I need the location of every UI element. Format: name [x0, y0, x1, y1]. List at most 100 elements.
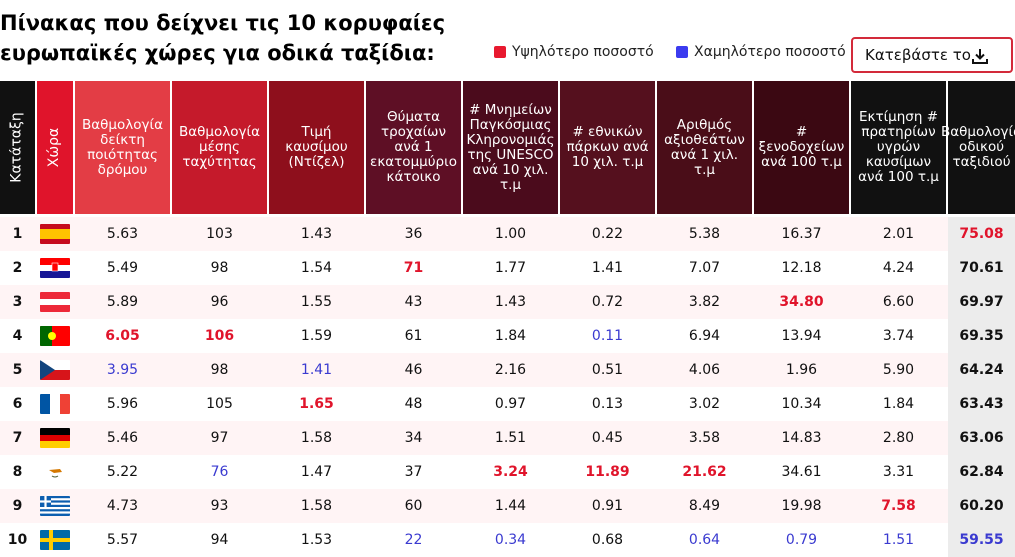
- value-cell: 1.41: [591, 260, 624, 276]
- rank-cell: 2: [12, 260, 23, 276]
- value-cell: 0.91: [591, 498, 624, 514]
- value-cell: 93: [210, 498, 229, 514]
- value-cell: 14.83: [781, 430, 822, 446]
- column-header-9: # ξενοδοχείων ανά 100 τ.μ: [754, 81, 849, 214]
- value-cell: 6.94: [688, 328, 721, 344]
- value-cell: 0.97: [494, 396, 527, 412]
- value-cell: 48: [404, 396, 423, 412]
- value-cell: 21.62: [682, 464, 727, 480]
- value-cell: 60: [404, 498, 423, 514]
- score-cell: 62.84: [948, 455, 1015, 489]
- rank-cell: 6: [12, 396, 23, 412]
- table-row: 1 5.63 103 1.43 36 1.00 0.22 5.38 16.37 2.01 75.08: [0, 217, 1015, 251]
- value-cell: 5.49: [106, 260, 139, 276]
- czech-flag: [40, 360, 70, 380]
- column-header-label: # ξενοδοχείων ανά 100 τ.μ: [758, 124, 845, 170]
- value-cell: 76: [210, 464, 229, 480]
- value-cell: 5.90: [882, 362, 915, 378]
- value-cell: 34.61: [781, 464, 822, 480]
- download-button[interactable]: Κατεβάστε το: [851, 37, 1013, 73]
- value-cell: 61: [404, 328, 423, 344]
- value-cell: 0.72: [591, 294, 624, 310]
- value-cell: 4.06: [688, 362, 721, 378]
- value-cell: 43: [404, 294, 423, 310]
- legend-high-swatch: [494, 46, 506, 58]
- column-header-5: Θύματα τροχαίων ανά 1 εκατομμύριο κάτοικ…: [366, 81, 461, 214]
- value-cell: 1.51: [882, 532, 915, 548]
- download-icon: [972, 49, 988, 64]
- country-cell: [37, 353, 73, 387]
- column-header-11: Βαθμολογία οδικού ταξιδιού: [941, 81, 1015, 214]
- country-cell: [37, 455, 73, 489]
- value-cell: 0.45: [591, 430, 624, 446]
- austria-flag: [40, 292, 70, 312]
- value-cell: 8.49: [688, 498, 721, 514]
- table-row: 3 5.89 96 1.55 43 1.43 0.72 3.82 34.80 6.60 69.97: [0, 285, 1015, 319]
- value-cell: 16.37: [781, 226, 822, 242]
- value-cell: 13.94: [781, 328, 822, 344]
- legend-low-label: Χαμηλότερο ποσοστό: [694, 44, 846, 60]
- value-cell: 1.59: [300, 328, 333, 344]
- column-header-label: Τιμή καυσίμου (Ντίζελ): [285, 124, 348, 170]
- country-cell: [37, 285, 73, 319]
- legend-high-label: Υψηλότερο ποσοστό: [512, 44, 654, 60]
- germany-flag: [40, 428, 70, 448]
- table-row: 8 5.22 76 1.47 37 3.24 11.89 21.62 34.61 3.31 62.8…: [0, 455, 1015, 489]
- rank-cell: 5: [12, 362, 23, 378]
- value-cell: 1.65: [299, 396, 334, 412]
- value-cell: 36: [404, 226, 423, 242]
- value-cell: 5.89: [106, 294, 139, 310]
- country-cell: [37, 217, 73, 251]
- value-cell: 1.43: [300, 226, 333, 242]
- value-cell: 3.95: [106, 362, 139, 378]
- value-cell: 71: [403, 260, 424, 276]
- legend-low: Χαμηλότερο ποσοστό: [676, 44, 846, 60]
- column-header-3: Βαθμολογία μέσης ταχύτητας: [172, 81, 267, 214]
- value-cell: 1.53: [300, 532, 333, 548]
- value-cell: 1.47: [300, 464, 333, 480]
- value-cell: 98: [210, 260, 229, 276]
- value-cell: 0.68: [591, 532, 624, 548]
- value-cell: 7.58: [881, 498, 916, 514]
- country-cell: [37, 387, 73, 421]
- value-cell: 1.96: [785, 362, 818, 378]
- column-header-label: Θύματα τροχαίων ανά 1 εκατομμύριο κάτοικ…: [370, 109, 457, 185]
- value-cell: 98: [210, 362, 229, 378]
- value-cell: 1.84: [882, 396, 915, 412]
- value-cell: 103: [206, 226, 233, 242]
- column-header-label: # Μνημείων Παγκόσμιας Κληρονομιάς της UN…: [466, 101, 555, 193]
- country-cell: [37, 489, 73, 523]
- column-header-label: Βαθμολογία οδικού ταξιδιού: [941, 124, 1015, 170]
- value-cell: 97: [210, 430, 229, 446]
- value-cell: 0.13: [591, 396, 624, 412]
- country-cell: [37, 251, 73, 285]
- value-cell: 5.38: [688, 226, 721, 242]
- rank-cell: 1: [12, 226, 23, 242]
- column-header-label: Βαθμολογία μέσης ταχύτητας: [179, 124, 260, 170]
- value-cell: 96: [210, 294, 229, 310]
- column-header-8: Αριθμός αξιοθεάτων ανά 1 χιλ. τ.μ: [657, 81, 752, 214]
- value-cell: 3.74: [882, 328, 915, 344]
- column-header-0: Κατάταξη: [0, 81, 35, 214]
- value-cell: 3.58: [688, 430, 721, 446]
- value-cell: 6.60: [882, 294, 915, 310]
- score-cell: 69.35: [948, 319, 1015, 353]
- cyprus-flag: [40, 462, 70, 482]
- value-cell: 5.57: [106, 532, 139, 548]
- value-cell: 1.55: [300, 294, 333, 310]
- column-header-1: Χώρα: [37, 81, 73, 214]
- france-flag: [40, 394, 70, 414]
- value-cell: 34.80: [779, 294, 824, 310]
- value-cell: 2.80: [882, 430, 915, 446]
- rank-cell: 10: [7, 532, 28, 548]
- value-cell: 1.54: [300, 260, 333, 276]
- country-cell: [37, 319, 73, 353]
- value-cell: 1.43: [494, 294, 527, 310]
- column-header-label: Εκτίμηση # πρατηρίων υγρών καυσίμων ανά …: [858, 109, 939, 185]
- value-cell: 10.34: [781, 396, 822, 412]
- value-cell: 1.44: [494, 498, 527, 514]
- value-cell: 37: [404, 464, 423, 480]
- value-cell: 46: [404, 362, 423, 378]
- table-row: 7 5.46 97 1.58 34 1.51 0.45 3.58 14.83 2.80 63.06: [0, 421, 1015, 455]
- value-cell: 22: [404, 532, 423, 548]
